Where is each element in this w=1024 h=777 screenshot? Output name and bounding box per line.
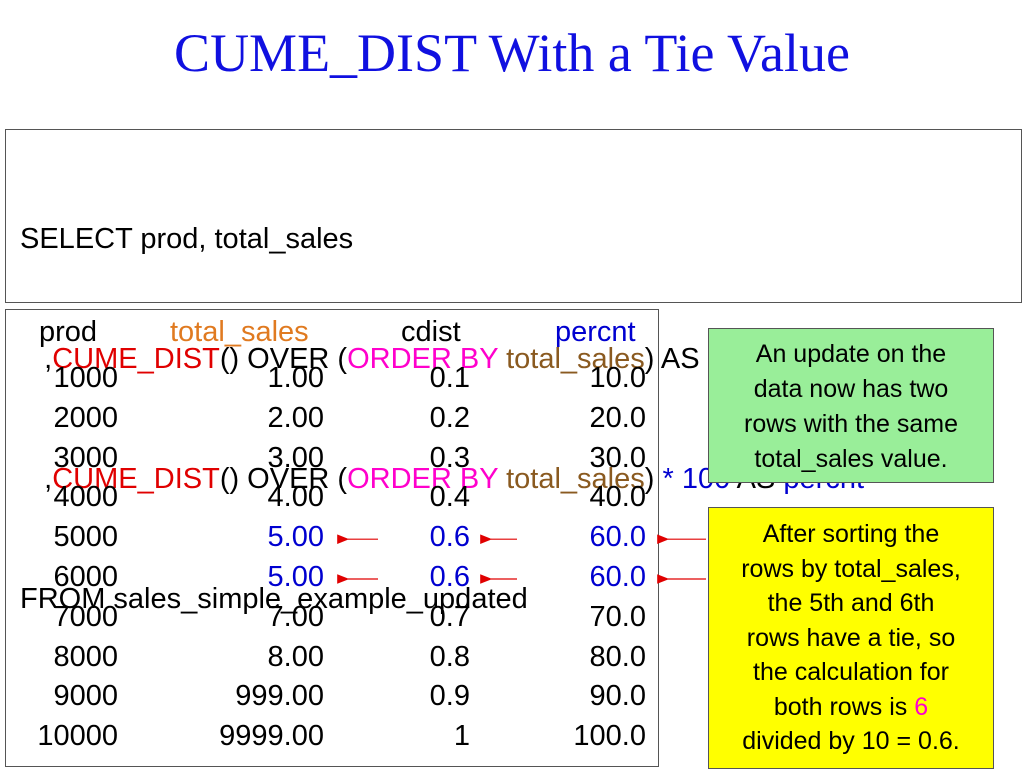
cell-cdist: 1	[453, 720, 470, 753]
code-prefix: ,	[20, 343, 53, 375]
cell-percnt: 40.0	[589, 481, 646, 514]
note-text: both rows is	[773, 692, 915, 721]
cell-cdist: 0.1	[429, 362, 470, 394]
note-line: rows by total_sales,	[741, 554, 961, 583]
note-number: 6	[914, 692, 929, 721]
note-line: the 5th and 6th	[767, 589, 935, 617]
header-percnt: percnt	[555, 316, 636, 348]
cell-percnt: 30.0	[589, 441, 646, 474]
code-line-4: FROM sales_simple_example_updated	[20, 583, 528, 615]
cell-percnt: 60.0	[589, 561, 646, 593]
cell-prod: 5000	[53, 521, 118, 554]
cell-prod: 3000	[53, 441, 118, 474]
cell-percnt: 90.0	[589, 680, 646, 713]
code-function: CUME_DIST	[52, 463, 220, 495]
note-line: total_sales value.	[754, 445, 948, 473]
cell-cdist: 0.9	[429, 680, 470, 713]
note-line: After sorting the	[762, 520, 940, 548]
cell-cdist: 0.6	[429, 521, 470, 554]
code-as: ) AS	[644, 343, 708, 375]
note-line: An update on the	[755, 340, 947, 368]
slide-title: CUME_DIST With a Tie Value	[174, 23, 850, 83]
cell-total-sales: 8.00	[267, 640, 324, 673]
cell-total-sales: 3.00	[267, 441, 324, 474]
code-line-1: SELECT prod, total_sales	[20, 223, 354, 255]
code-close: )	[644, 463, 663, 495]
cell-prod: 8000	[53, 640, 118, 673]
result-table: prod total_sales cdist percnt 1000 1.00 0.…	[5, 309, 659, 767]
header-cdist: cdist	[401, 316, 461, 348]
cell-prod: 9000	[53, 680, 118, 713]
cell-total-sales: 999.00	[235, 680, 324, 713]
cell-total-sales: 2.00	[267, 401, 324, 434]
cell-cdist: 0.8	[429, 640, 470, 673]
cell-total-sales: 9999.00	[219, 720, 324, 753]
cell-percnt: 70.0	[589, 600, 646, 633]
code-over: () OVER (	[219, 343, 348, 375]
cell-prod: 10000	[37, 720, 118, 753]
code-order-by: ORDER BY	[347, 463, 499, 495]
header-total-sales: total_sales	[170, 316, 309, 348]
code-over: () OVER (	[219, 463, 348, 495]
cell-cdist: 0.2	[429, 401, 470, 434]
cell-cdist: 0.6	[429, 561, 470, 593]
cell-prod: 6000	[53, 561, 118, 593]
cell-percnt: 100.0	[573, 720, 646, 753]
code-prefix: ,	[20, 463, 53, 495]
sql-code-box: SELECT prod, total_sales ,CUME_DIST() OV…	[5, 129, 1022, 615]
cell-total-sales: 5.00	[267, 561, 324, 593]
cell-prod: 2000	[53, 401, 118, 434]
note-line: both rows is 6	[709, 690, 993, 725]
cell-cdist: 0.7	[429, 600, 470, 633]
code-column: total_sales	[506, 463, 645, 495]
code-order-by: ORDER BY	[347, 343, 499, 375]
note-line: data now has two	[753, 375, 949, 403]
note-update: An update on the data now has two rows w…	[708, 328, 994, 483]
header-prod: prod	[39, 316, 98, 348]
cell-cdist: 0.4	[429, 481, 470, 514]
cell-cdist: 0.3	[429, 441, 470, 474]
cell-percnt: 20.0	[589, 401, 646, 434]
note-line: divided by 10 = 0.6.	[742, 727, 960, 755]
note-line: rows with the same	[744, 410, 958, 438]
note-tie-explanation: After sorting the rows by total_sales, t…	[708, 507, 994, 769]
cell-prod: 4000	[53, 481, 118, 514]
note-line: rows have a tie, so	[746, 623, 956, 652]
code-function: CUME_DIST	[52, 343, 220, 375]
note-line: the calculation for	[753, 658, 949, 686]
code-column: total_sales	[506, 343, 645, 375]
cell-prod: 1000	[53, 362, 118, 394]
cell-percnt: 60.0	[589, 521, 646, 554]
cell-total-sales: 7.00	[267, 600, 324, 633]
cell-total-sales: 5.00	[267, 521, 324, 554]
cell-total-sales: 4.00	[267, 481, 324, 514]
cell-percnt: 10.0	[589, 362, 646, 394]
cell-total-sales: 1.00	[267, 362, 324, 394]
cell-prod: 7000	[53, 600, 118, 633]
cell-percnt: 80.0	[589, 640, 646, 673]
